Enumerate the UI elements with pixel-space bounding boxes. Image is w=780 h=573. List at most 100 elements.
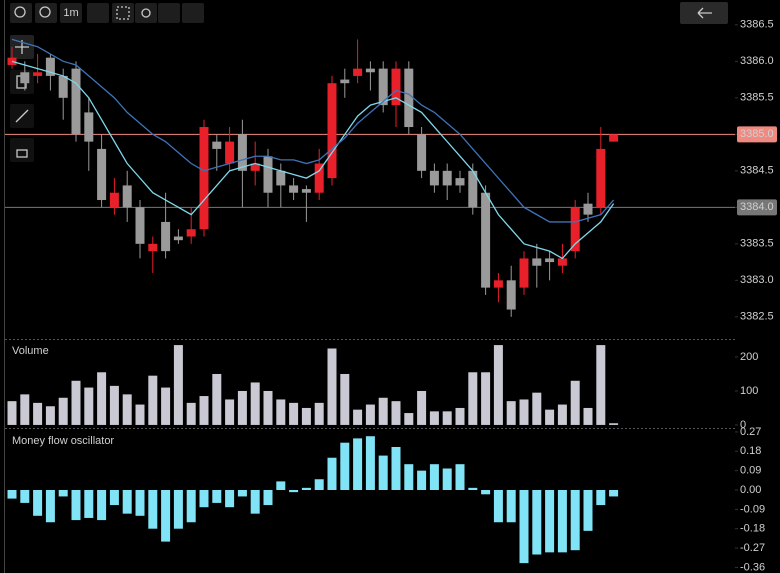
candle-body: [97, 148, 107, 201]
interval-label: 1m: [63, 7, 78, 19]
settings-icon: [141, 8, 151, 18]
candle-body: [122, 185, 132, 208]
bar: [417, 390, 427, 425]
bar: [468, 372, 478, 425]
y-tick-label: 200: [740, 351, 758, 363]
bar: [442, 411, 452, 425]
bar: [429, 464, 439, 490]
bar: [289, 489, 299, 493]
zoom-in-button[interactable]: [10, 3, 32, 23]
zoom-out-icon: [39, 6, 51, 18]
candle-body: [314, 163, 324, 193]
bar: [135, 489, 145, 516]
y-tick-label: 0.18: [740, 445, 761, 457]
bar: [225, 399, 235, 425]
layout-button[interactable]: [182, 3, 204, 23]
bar: [455, 464, 465, 490]
bar: [378, 455, 388, 490]
bar: [237, 390, 247, 425]
candle-body: [71, 68, 81, 135]
bar: [557, 489, 567, 553]
candle-body: [173, 236, 183, 241]
candle-body: [148, 243, 158, 252]
candle-body: [378, 68, 388, 106]
bar: [250, 382, 260, 425]
candle-body: [58, 75, 68, 98]
y-tick-label: 0: [740, 419, 746, 431]
bar: [301, 487, 311, 490]
bar: [596, 489, 606, 506]
y-tick-label: 100: [740, 385, 758, 397]
bar: [84, 489, 94, 518]
y-tick-label: 0.00: [740, 484, 761, 496]
bar: [493, 489, 503, 523]
moving-average: [11, 60, 615, 260]
bar: [365, 436, 375, 490]
bar: [545, 409, 555, 425]
bar: [148, 375, 158, 425]
bar: [429, 411, 439, 425]
candle-body: [442, 170, 452, 186]
bar: [570, 489, 580, 551]
bar: [97, 489, 107, 521]
zoom-in-icon: [14, 6, 26, 18]
bar: [263, 390, 273, 425]
candle-body: [609, 134, 619, 142]
interval-button[interactable]: [60, 3, 82, 23]
candle-body: [583, 203, 593, 215]
panel-title: Volume: [12, 345, 49, 357]
bar: [455, 407, 465, 425]
bar: [404, 464, 414, 490]
bar: [186, 402, 196, 425]
zoom-out-button[interactable]: [35, 3, 57, 23]
candle-body: [109, 192, 119, 208]
candle-body: [570, 207, 580, 252]
price-label: 3384.0: [740, 201, 774, 213]
bar: [58, 489, 68, 497]
bar: [173, 489, 183, 529]
line-icon: [15, 109, 29, 123]
chart-type-button[interactable]: [87, 3, 109, 23]
bar: [289, 402, 299, 425]
bar: [391, 446, 401, 490]
bar: [609, 489, 619, 497]
y-tick-label: -0.36: [740, 561, 765, 573]
bar: [353, 438, 363, 490]
candle-body: [186, 229, 196, 237]
bar: [225, 489, 235, 508]
bar: [442, 468, 452, 490]
bar: [58, 397, 68, 425]
settings-button[interactable]: [135, 3, 157, 23]
y-tick-label: 3383.0: [740, 274, 774, 286]
indicators-button[interactable]: [158, 3, 180, 23]
candle-body: [557, 258, 567, 266]
candle-body: [250, 163, 260, 171]
bar: [45, 489, 55, 523]
bar: [340, 373, 350, 425]
bar: [71, 380, 81, 425]
bar: [237, 489, 247, 497]
bar: [532, 489, 542, 555]
bar: [314, 402, 324, 425]
lock-icon: [16, 149, 28, 158]
bar: [481, 372, 491, 425]
y-tick-label: 0.27: [740, 426, 761, 438]
y-tick-label: 3386.5: [740, 19, 774, 31]
bar: [199, 489, 209, 508]
candle-body: [429, 170, 439, 186]
candle-body: [365, 68, 375, 73]
candle-body: [506, 280, 516, 310]
select-button[interactable]: [112, 3, 134, 23]
candle-body: [289, 185, 299, 193]
bar: [20, 489, 30, 503]
bar: [20, 394, 30, 425]
y-tick-label: 3382.5: [740, 311, 774, 323]
bar: [173, 345, 183, 425]
bar: [186, 489, 196, 523]
bar: [583, 407, 593, 425]
bar: [391, 401, 401, 425]
candle-body: [481, 192, 491, 288]
candle-body: [199, 127, 209, 230]
candle-body: [135, 207, 145, 244]
